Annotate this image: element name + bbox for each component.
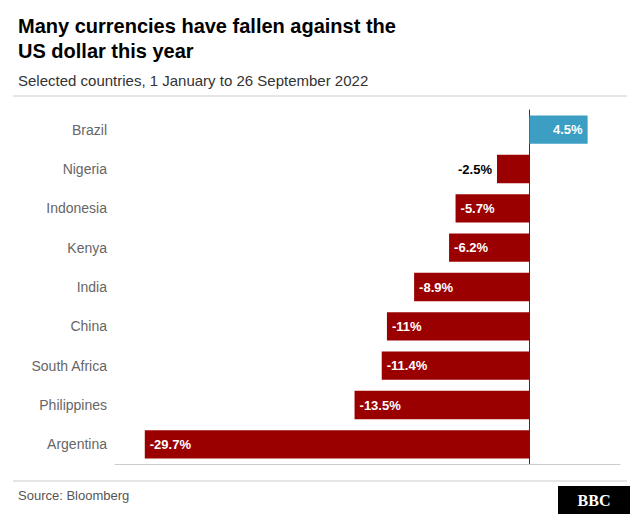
svg-text:Selected countries, 1 January: Selected countries, 1 January to 26 Sept… <box>18 72 368 89</box>
svg-text:Nigeria: Nigeria <box>63 161 108 177</box>
svg-text:Brazil: Brazil <box>72 122 107 138</box>
svg-text:-2.5%: -2.5% <box>458 162 492 177</box>
svg-text:Many currencies have fallen ag: Many currencies have fallen against the <box>18 15 396 37</box>
svg-text:-13.5%: -13.5% <box>360 398 402 413</box>
svg-text:-29.7%: -29.7% <box>150 437 192 452</box>
svg-text:-6.2%: -6.2% <box>454 240 488 255</box>
svg-text:Philippines: Philippines <box>39 397 107 413</box>
svg-text:BBC: BBC <box>578 492 611 509</box>
svg-text:China: China <box>70 318 107 334</box>
svg-text:Kenya: Kenya <box>67 240 107 256</box>
svg-text:4.5%: 4.5% <box>553 122 583 137</box>
svg-text:-5.7%: -5.7% <box>461 201 495 216</box>
svg-text:India: India <box>77 279 108 295</box>
svg-text:Argentina: Argentina <box>47 436 107 452</box>
svg-text:Source: Bloomberg: Source: Bloomberg <box>18 488 129 503</box>
svg-text:South Africa: South Africa <box>32 358 108 374</box>
svg-text:-11%: -11% <box>392 319 422 334</box>
svg-text:Indonesia: Indonesia <box>46 200 107 216</box>
svg-text:-8.9%: -8.9% <box>419 280 453 295</box>
svg-text:-11.4%: -11.4% <box>387 358 428 373</box>
svg-text:US dollar this year: US dollar this year <box>18 40 194 62</box>
